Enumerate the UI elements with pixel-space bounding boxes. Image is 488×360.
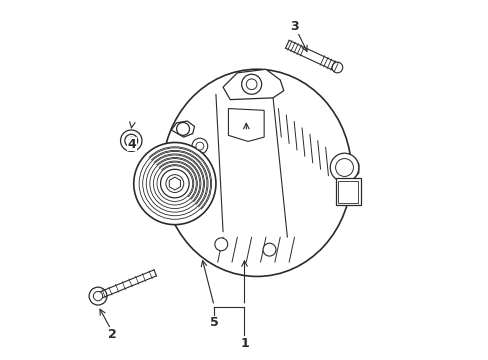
Text: 4: 4 — [127, 138, 136, 151]
Polygon shape — [171, 121, 194, 137]
Circle shape — [127, 137, 135, 144]
Polygon shape — [223, 69, 283, 100]
FancyBboxPatch shape — [337, 181, 357, 203]
Circle shape — [134, 143, 216, 225]
Polygon shape — [337, 158, 358, 177]
Text: 1: 1 — [240, 337, 248, 350]
Circle shape — [263, 243, 275, 256]
Circle shape — [89, 287, 107, 305]
Circle shape — [160, 169, 189, 198]
Circle shape — [196, 142, 203, 150]
Circle shape — [214, 238, 227, 251]
Text: 3: 3 — [289, 20, 298, 33]
Circle shape — [335, 158, 353, 176]
Circle shape — [241, 74, 261, 94]
Polygon shape — [169, 177, 180, 190]
Circle shape — [329, 153, 358, 182]
Text: 5: 5 — [209, 316, 218, 329]
Polygon shape — [285, 40, 339, 71]
Text: 2: 2 — [108, 328, 117, 341]
Circle shape — [192, 138, 207, 154]
Ellipse shape — [331, 62, 342, 73]
Circle shape — [246, 79, 257, 90]
Circle shape — [124, 134, 138, 147]
Polygon shape — [228, 109, 264, 141]
FancyBboxPatch shape — [335, 178, 360, 205]
Ellipse shape — [162, 69, 351, 276]
Polygon shape — [97, 270, 156, 299]
Circle shape — [121, 130, 142, 152]
Circle shape — [165, 175, 183, 193]
Circle shape — [93, 292, 102, 301]
Circle shape — [176, 122, 189, 135]
